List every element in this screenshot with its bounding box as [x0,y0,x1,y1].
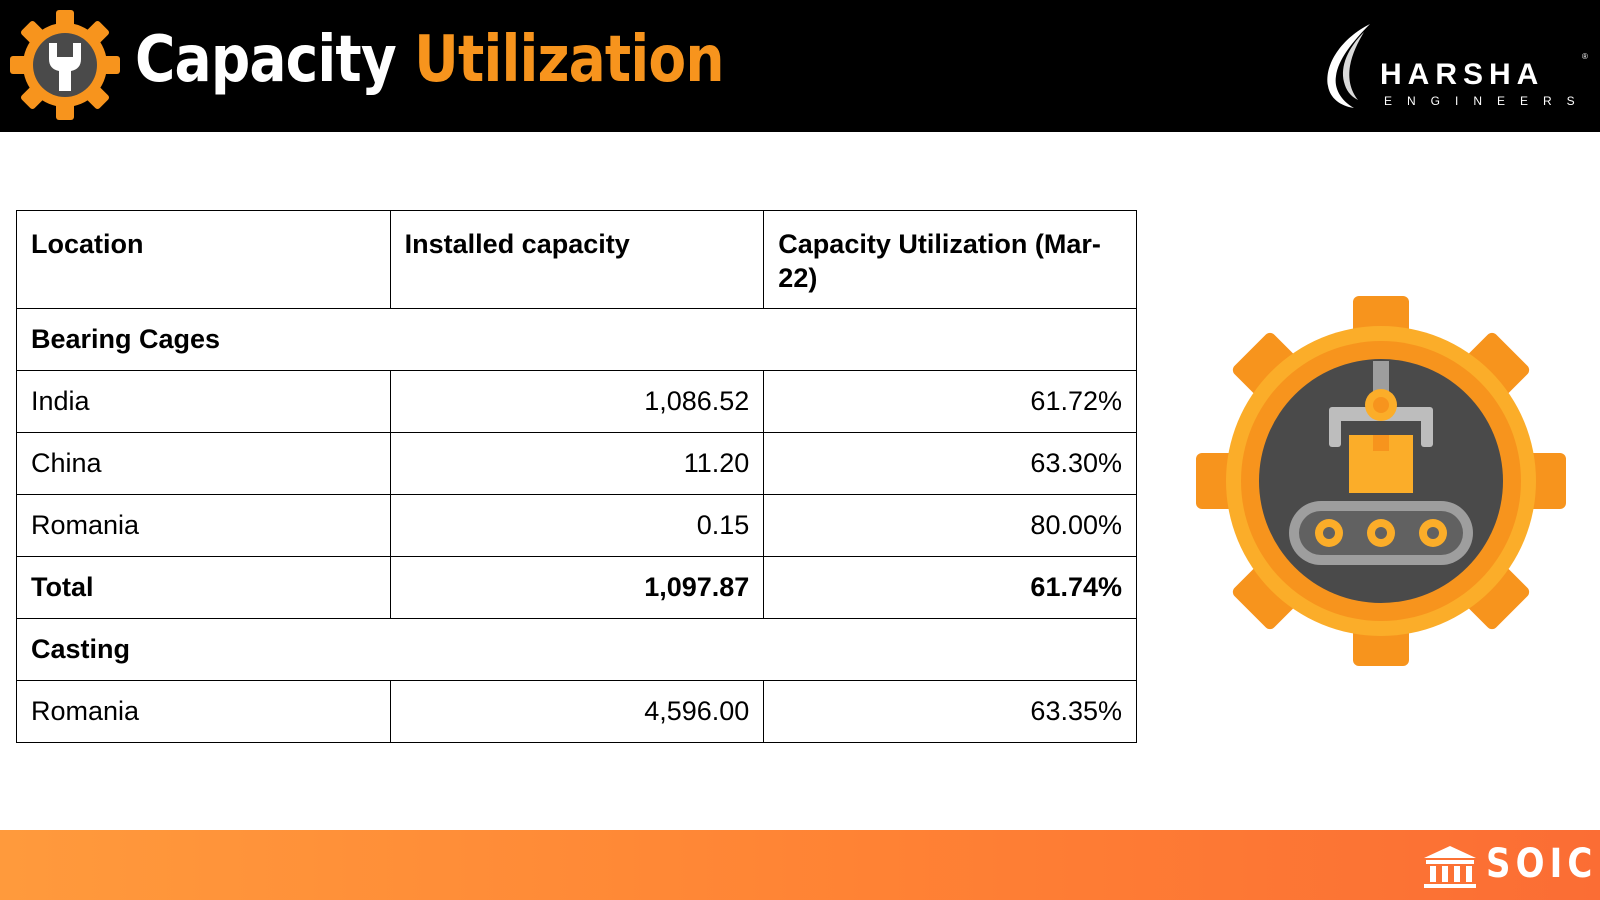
location-cell: China [16,432,391,495]
brand-subtitle: ENGINEERS [1384,94,1590,108]
utilization-cell: 61.72% [763,370,1137,433]
column-header-installed: Installed capacity [389,210,765,309]
total-row: Total 1,097.87 61.74% [16,556,1137,619]
section-row: Casting [16,618,1137,681]
table-row: China 11.20 63.30% [16,432,1137,495]
title-word-utilization: Utilization [414,23,724,97]
harsha-swoosh-logo [1327,24,1370,108]
table-row: India 1,086.52 61.72% [16,370,1137,433]
column-header-location: Location [16,210,391,309]
factory-robot-gear-icon [1196,296,1566,666]
wrench-gear-icon [10,10,120,120]
total-label-cell: Total [16,556,391,619]
section-label-bearing-cages: Bearing Cages [16,308,1137,371]
location-cell: India [16,370,391,433]
table-row: Romania 0.15 80.00% [16,494,1137,557]
soic-logo-text: SOIC [1486,841,1598,887]
location-cell: Romania [16,494,391,557]
brand-registered-mark: ® [1582,52,1588,61]
utilization-cell: 63.35% [763,680,1137,743]
soic-building-icon [1424,846,1476,888]
section-row: Bearing Cages [16,308,1137,371]
installed-cell: 11.20 [389,432,765,495]
brand-name: HARSHA [1380,58,1545,91]
section-label-casting: Casting [16,618,1137,681]
page-title: Capacity Utilization [135,28,725,92]
column-header-utilization: Capacity Utilization (Mar-22) [763,210,1137,309]
title-word-capacity: Capacity [135,23,397,97]
installed-cell: 4,596.00 [389,680,765,743]
table-header-row: Location Installed capacity Capacity Uti… [16,210,1137,309]
utilization-cell: 80.00% [763,494,1137,557]
total-utilization-cell: 61.74% [763,556,1137,619]
table-row: Romania 4,596.00 63.35% [16,680,1137,743]
installed-cell: 1,086.52 [389,370,765,433]
header-bar: Capacity Utilization HARSHA ® ENGINEERS [0,0,1600,132]
footer-bar: SOIC [0,830,1600,900]
capacity-table: Location Installed capacity Capacity Uti… [16,210,1137,743]
total-installed-cell: 1,097.87 [389,556,765,619]
installed-cell: 0.15 [389,494,765,557]
harsha-logo: HARSHA ® ENGINEERS [1320,20,1592,120]
utilization-cell: 63.30% [763,432,1137,495]
location-cell: Romania [16,680,391,743]
